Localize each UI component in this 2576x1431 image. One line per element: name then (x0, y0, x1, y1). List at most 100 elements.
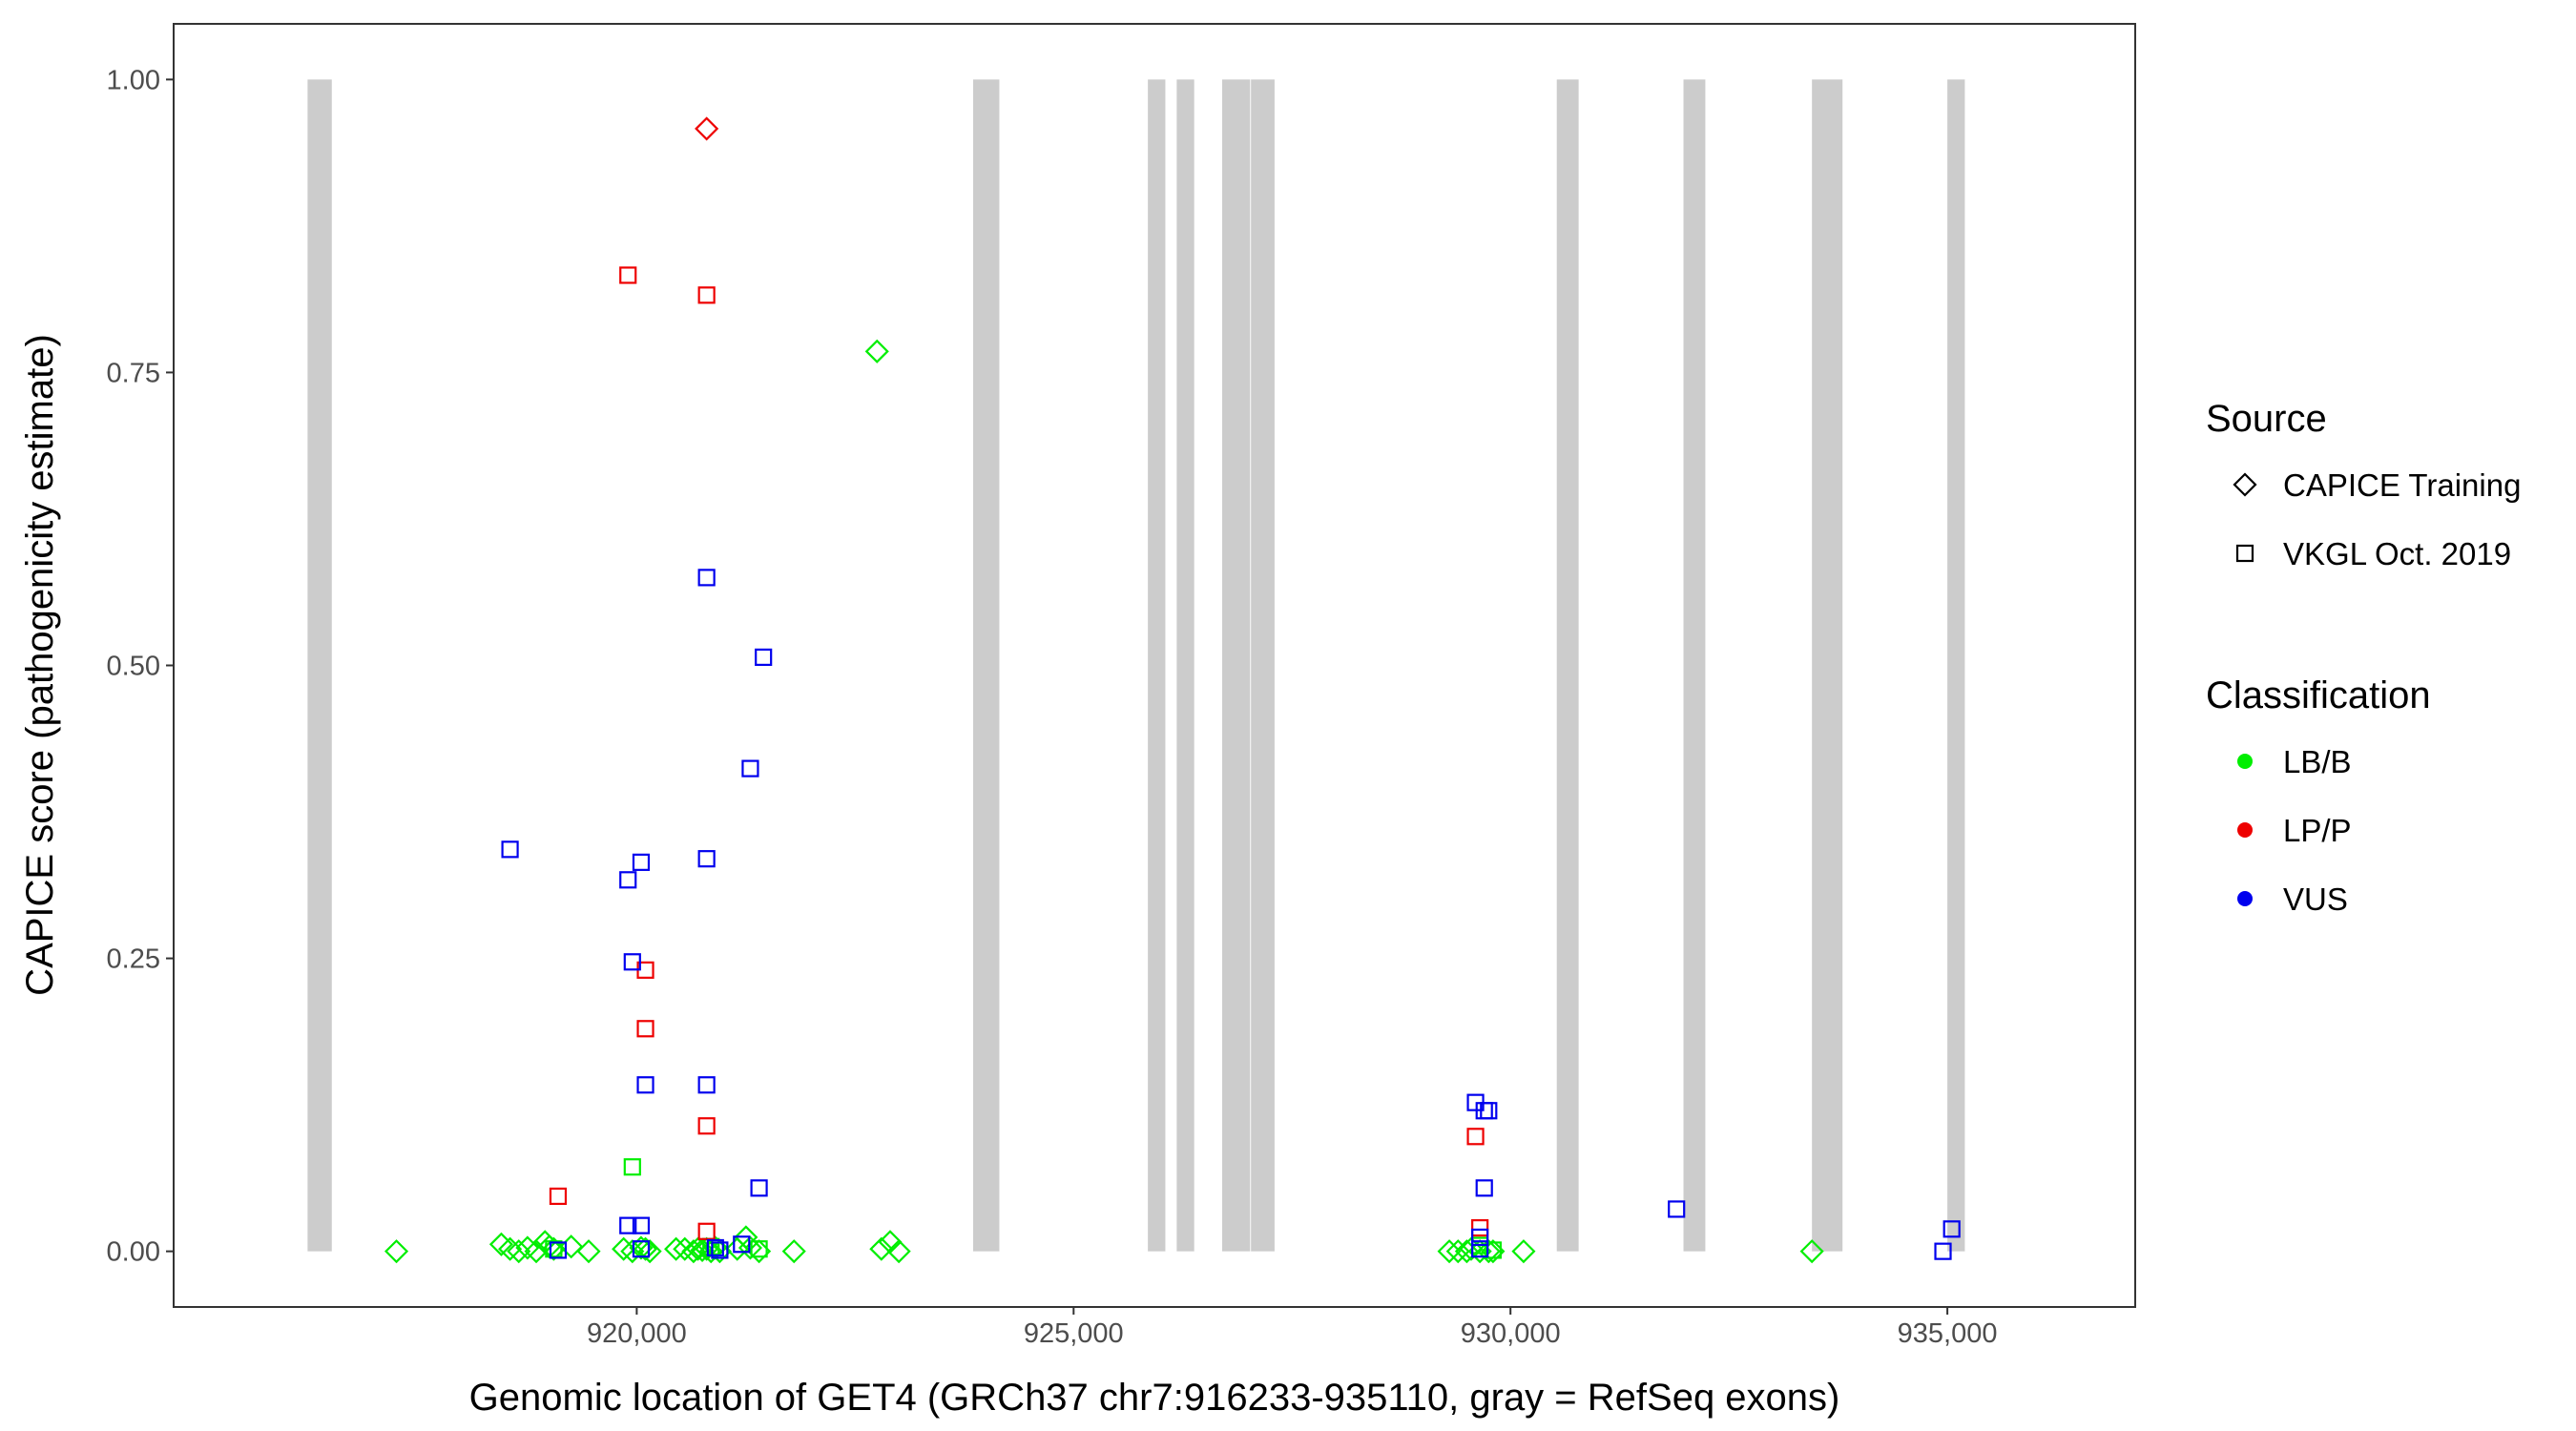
data-point-square (1471, 1218, 1489, 1237)
data-point-square (549, 1187, 568, 1206)
y-tick-label: 0.50 (107, 652, 160, 682)
exon-band-8 (1683, 79, 1706, 1252)
exon-band-5 (1221, 79, 1251, 1252)
data-point-diamond (1437, 1239, 1462, 1264)
data-point-square (623, 953, 641, 971)
x-tick-label: 935,000 (1898, 1318, 1998, 1349)
data-point-square (636, 1076, 654, 1094)
x-tick-label: 925,000 (1024, 1318, 1124, 1349)
legend-classification-label: LB/B (2283, 744, 2352, 779)
data-point-diamond (559, 1234, 584, 1259)
data-point-square (1480, 1102, 1498, 1120)
data-point-square (619, 1216, 637, 1234)
data-point-square (755, 648, 773, 667)
data-point-diamond (864, 339, 889, 363)
data-point-square (750, 1179, 768, 1197)
exon-band-4 (1176, 79, 1195, 1252)
data-points (384, 116, 1961, 1264)
y-tick-label: 1.00 (107, 65, 160, 95)
data-point-square (1466, 1128, 1485, 1146)
data-point-square (636, 1020, 654, 1038)
legend-classification-title: Classification (2206, 674, 2431, 716)
y-tick-label: 0.00 (107, 1237, 160, 1268)
data-point-square (619, 266, 637, 284)
data-point-diamond (576, 1239, 601, 1264)
data-point-diamond (1511, 1239, 1536, 1264)
exon-band-1 (307, 79, 332, 1252)
data-point-diamond (612, 1236, 636, 1261)
data-point-diamond (507, 1239, 531, 1264)
data-point-square (741, 759, 759, 778)
data-point-square (619, 871, 637, 889)
x-tick-label: 930,000 (1461, 1318, 1561, 1349)
data-point-square (697, 1117, 716, 1135)
exon-band-6 (1251, 79, 1275, 1252)
legend: Source CAPICE Training VKGL Oct. 2019 Cla… (2206, 398, 2521, 917)
data-point-diamond (384, 1239, 409, 1264)
data-point-diamond (869, 1236, 894, 1261)
legend-source-title: Source (2206, 398, 2327, 440)
data-point-square (697, 1222, 716, 1240)
data-point-diamond (681, 1239, 706, 1264)
data-point-square (632, 1216, 651, 1234)
data-point-square (697, 1076, 716, 1094)
data-point-square (1471, 1228, 1489, 1247)
exon-bands (307, 79, 1965, 1252)
y-axis-title: CAPICE score (pathogenicity estimate) (19, 334, 61, 996)
data-point-square (1934, 1242, 1952, 1260)
data-point-diamond (620, 1239, 645, 1264)
legend-source-label: VKGL Oct. 2019 (2283, 536, 2511, 571)
x-axis: 920,000 925,000 930,000 935,000 (587, 1307, 1998, 1349)
data-point-square (1471, 1240, 1489, 1258)
data-point-diamond (1476, 1239, 1501, 1264)
legend-color-dot-icon (2237, 822, 2253, 838)
data-point-diamond (781, 1239, 806, 1264)
data-point-diamond (1799, 1239, 1824, 1264)
legend-source-items: CAPICE Training VKGL Oct. 2019 (2233, 467, 2521, 571)
legend-classification-label: LP/P (2283, 813, 2352, 848)
legend-color-dot-icon (2237, 891, 2253, 906)
data-point-square (697, 569, 716, 587)
data-point-square (501, 840, 519, 859)
data-point-square (632, 1240, 651, 1258)
legend-color-dot-icon (2237, 754, 2253, 769)
data-point-diamond (695, 116, 719, 141)
data-point-diamond (664, 1236, 689, 1261)
data-point-square (697, 286, 716, 304)
data-point-diamond (498, 1236, 523, 1261)
data-point-diamond (886, 1239, 911, 1264)
data-point-square (545, 1240, 563, 1258)
data-point-square (697, 850, 716, 868)
data-point-diamond (737, 1235, 762, 1260)
legend-diamond-icon (2233, 472, 2257, 497)
data-point-diamond (690, 1237, 715, 1262)
data-point-square (733, 1235, 751, 1254)
data-point-diamond (734, 1225, 758, 1250)
x-tick-label: 920,000 (587, 1318, 687, 1349)
data-point-diamond (1445, 1239, 1470, 1264)
data-point-diamond (637, 1239, 662, 1264)
y-tick-label: 0.25 (107, 944, 160, 975)
exon-band-9 (1812, 79, 1843, 1252)
exon-band-2 (972, 79, 1000, 1252)
data-point-diamond (633, 1236, 658, 1261)
y-axis: 0.00 0.25 0.50 0.75 1.00 (107, 65, 174, 1268)
y-tick-label: 0.75 (107, 358, 160, 388)
data-point-square (750, 1240, 768, 1258)
data-point-diamond (515, 1235, 540, 1260)
exon-band-10 (1947, 79, 1965, 1252)
data-point-square (711, 1241, 729, 1259)
data-point-square (632, 853, 651, 871)
legend-source-label: CAPICE Training (2283, 467, 2521, 503)
legend-classification-items: LB/B LP/P VUS (2237, 744, 2352, 917)
data-point-square (623, 1158, 641, 1176)
data-point-square (1668, 1200, 1686, 1218)
data-point-square (1484, 1241, 1502, 1259)
legend-square-icon (2235, 544, 2254, 563)
legend-classification-label: VUS (2283, 881, 2348, 917)
data-point-square (706, 1238, 724, 1257)
exon-band-3 (1148, 79, 1166, 1252)
exon-band-7 (1556, 79, 1579, 1252)
data-point-square (549, 1241, 568, 1259)
